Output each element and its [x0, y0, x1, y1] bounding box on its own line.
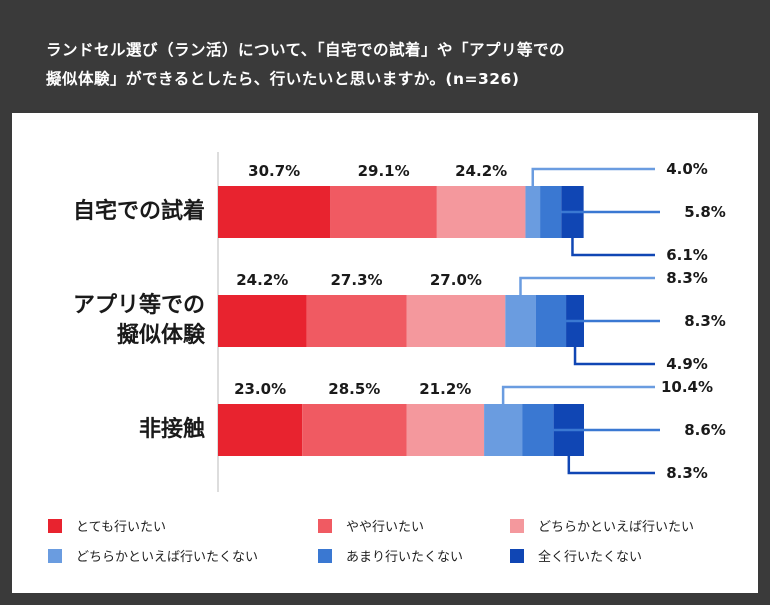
data-label: 24.2% [455, 162, 507, 180]
legend-item: とても行いたい [48, 516, 166, 535]
category-label: 自宅での試着 [72, 199, 205, 224]
data-label: 23.0% [234, 380, 286, 398]
bar-segment [218, 404, 303, 456]
legend-item: 全く行いたくない [510, 546, 642, 565]
legend-swatch [48, 518, 62, 533]
chart-header: ランドセル選び（ラン活）について、「自宅での試着」や「アプリ等での 擬似体験」が… [0, 0, 770, 112]
data-label: 4.0% [666, 160, 708, 178]
bar-segment [535, 295, 567, 347]
bar-segment [436, 186, 526, 238]
callout-line [501, 385, 655, 404]
bar-segment [525, 186, 541, 238]
legend-label: 全く行いたくない [538, 550, 643, 565]
legend-label: とても行いたい [76, 520, 166, 535]
legend-label: あまり行いたくない [346, 550, 464, 565]
callout-line [571, 238, 655, 257]
callout-line [531, 167, 655, 186]
callout-line [567, 456, 655, 475]
chart-title-line-2: 擬似体験」ができるとしたら、行いたいと思いますか。(n=326) [46, 70, 520, 88]
legend-swatch [510, 518, 524, 533]
callout-line [519, 276, 655, 295]
data-label: 8.3% [666, 269, 708, 287]
legend-swatch [318, 518, 332, 533]
legend-swatch [318, 548, 332, 563]
legend-item: あまり行いたくない [318, 546, 463, 565]
data-label: 28.5% [328, 380, 380, 398]
legend-label: どちらかといえば行いたくない [76, 550, 259, 565]
data-label: 30.7% [248, 162, 300, 180]
legend-item: どちらかといえば行いたくない [48, 546, 258, 565]
legend-swatch [510, 548, 524, 563]
bar-segment [306, 295, 407, 347]
bar-segment [218, 295, 307, 347]
bar-segment [302, 404, 407, 456]
bar-segment [218, 186, 331, 238]
bar-segment [540, 186, 562, 238]
callout-line [573, 347, 655, 366]
data-label: 24.2% [236, 271, 288, 289]
bar-segment [505, 295, 536, 347]
legend-swatch [48, 548, 62, 563]
data-label: 29.1% [358, 162, 410, 180]
data-label: 4.9% [666, 355, 708, 373]
legend-label: どちらかといえば行いたい [538, 520, 695, 535]
data-label: 27.0% [430, 271, 482, 289]
data-label: 6.1% [666, 246, 708, 264]
legend-label: やや行いたい [346, 520, 425, 535]
bar-segment [484, 404, 523, 456]
legend-item: やや行いたい [318, 516, 424, 535]
category-label: 擬似体験 [116, 323, 205, 348]
data-label: 10.4% [661, 378, 713, 396]
category-label: アプリ等での [72, 293, 205, 318]
chart-title-line-1: ランドセル選び（ラン活）について、「自宅での試着」や「アプリ等での [46, 41, 566, 59]
data-label: 8.6% [684, 421, 726, 439]
data-label: 21.2% [419, 380, 471, 398]
data-label: 8.3% [684, 312, 726, 330]
legend-item: どちらかといえば行いたい [510, 516, 694, 535]
bar-segment [406, 295, 506, 347]
bar-segment [330, 186, 437, 238]
data-label: 8.3% [666, 464, 708, 482]
category-label: 非接触 [138, 417, 205, 442]
data-label: 5.8% [684, 203, 726, 221]
bar-segment [522, 404, 554, 456]
bar-segment [406, 404, 485, 456]
data-label: 27.3% [331, 271, 383, 289]
